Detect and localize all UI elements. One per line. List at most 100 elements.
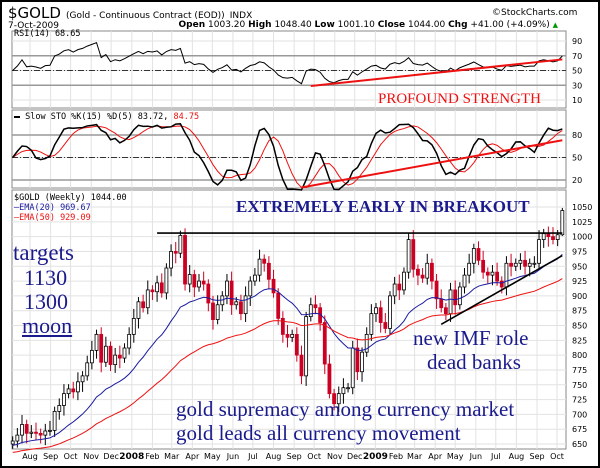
candle-down	[262, 258, 267, 264]
legend-price: $GOLD (Weekly) 1044.00	[14, 193, 127, 203]
annotation-imf: new IMF role	[413, 326, 529, 350]
low-value: 1001.10	[337, 20, 375, 30]
candle-down	[276, 292, 281, 319]
candle-up	[392, 283, 397, 297]
rsi-tick-label: 10	[572, 96, 582, 105]
candle-up	[103, 345, 108, 363]
candle-up	[248, 280, 253, 297]
candle-down	[383, 322, 388, 329]
y-tick-label: 725	[572, 396, 587, 405]
y-tick-label: 875	[572, 307, 587, 316]
y-tick-label: 800	[572, 351, 587, 360]
y-tick-label: 900	[572, 292, 587, 301]
high-label: High	[248, 20, 272, 30]
legend-ema20: —EMA(20) 969.67	[14, 203, 91, 213]
x-tick-label: Jun	[469, 452, 483, 461]
candle-down	[332, 393, 336, 405]
candle-up	[52, 411, 57, 431]
candle-up	[225, 280, 229, 297]
x-tick-label: Sep	[529, 452, 544, 461]
y-tick-label: 1050	[572, 203, 592, 212]
x-tick-label: Oct	[307, 452, 321, 461]
candle-up	[62, 393, 66, 406]
candle-down	[34, 431, 38, 434]
candle-up	[560, 210, 565, 236]
candle-down	[439, 298, 444, 309]
sto-name: Slow STO %K(15) %D(5) 83.72,	[25, 112, 169, 122]
credit: ©StockCharts.com	[492, 8, 578, 18]
candle-up	[537, 239, 541, 264]
candle-up	[360, 351, 364, 373]
rsi-tick-label: 70	[572, 52, 582, 61]
candle-down	[322, 322, 327, 365]
candle-up	[169, 251, 173, 269]
k-line-swatch	[14, 115, 20, 118]
candle-up	[369, 313, 374, 335]
symbol: $GOLD	[8, 4, 61, 22]
candle-down	[481, 259, 486, 273]
x-tick-label: Feb	[389, 452, 403, 461]
candle-up	[48, 429, 52, 432]
candle-up	[89, 349, 94, 364]
candle-up	[94, 333, 99, 351]
candle-down	[327, 363, 332, 395]
candle-down	[355, 347, 360, 373]
candle-down	[485, 271, 490, 276]
candle-down	[453, 289, 458, 306]
candle-up	[253, 274, 257, 282]
candle-down	[546, 233, 551, 238]
x-tick-label: Aug	[22, 452, 38, 461]
candle-down	[551, 236, 555, 240]
rsi-label: RSI(14) 68.65	[14, 29, 81, 39]
x-tick-label: Apr	[428, 452, 443, 461]
chg-label: Chg	[448, 20, 468, 30]
candle-up	[10, 440, 15, 445]
open-value: 1003.20	[208, 20, 246, 30]
candle-down	[420, 274, 425, 279]
rsi-tick-label: 90	[572, 37, 582, 46]
annotation-breakout: EXTREMELY EARLY IN BREAKOUT	[236, 197, 530, 216]
x-tick-label: Dec	[347, 452, 362, 461]
candle-down	[397, 283, 402, 291]
annotation-gold-supremacy: gold supremacy among currency market	[176, 397, 515, 421]
candle-up	[364, 333, 369, 353]
annotation-targets: targets	[13, 240, 74, 265]
chart-header: $GOLD (Gold - Continuous Contract (EOD))…	[8, 3, 252, 22]
sto-tick-label: 50	[572, 154, 582, 163]
candle-down	[416, 268, 420, 276]
candle-up	[471, 248, 476, 264]
x-tick-label: 2009	[363, 452, 388, 462]
candle-down	[117, 354, 122, 359]
x-tick-label: Jun	[226, 452, 240, 461]
x-tick-label: Nov	[327, 452, 343, 461]
x-tick-label: May	[447, 452, 464, 461]
candle-up	[178, 235, 183, 254]
candle-up	[532, 262, 537, 265]
candle-down	[280, 317, 285, 335]
annotation-dead-banks: dead banks	[427, 350, 521, 374]
rsi-line	[12, 42, 563, 85]
x-tick-label: Aug	[266, 452, 282, 461]
candle-up	[290, 333, 295, 338]
candle-up	[43, 430, 48, 436]
candle-down	[201, 280, 206, 285]
candle-down	[378, 307, 383, 323]
y-tick-label: 1000	[572, 233, 592, 242]
candle-up	[341, 387, 346, 395]
instrument-name: (Gold - Continuous Contract (EOD))	[65, 11, 225, 21]
rsi-tick-label: 50	[572, 67, 582, 76]
candle-up	[308, 304, 313, 318]
candle-up	[234, 301, 239, 306]
candle-up	[388, 295, 392, 329]
trendline-sto	[301, 139, 563, 189]
x-tick-label: Feb	[145, 452, 159, 461]
sto-d-value: 84.75	[173, 112, 200, 122]
candle-up	[425, 262, 430, 279]
candle-down	[434, 280, 439, 300]
rsi-tick-label: 30	[572, 81, 582, 90]
candle-down	[239, 301, 243, 315]
legend-ema50-label: EMA(50) 929.09	[19, 213, 91, 223]
candle-up	[57, 405, 62, 412]
candle-up	[513, 262, 518, 267]
sto-label: Slow STO %K(15) %D(5) 83.72, 84.75	[14, 112, 199, 122]
